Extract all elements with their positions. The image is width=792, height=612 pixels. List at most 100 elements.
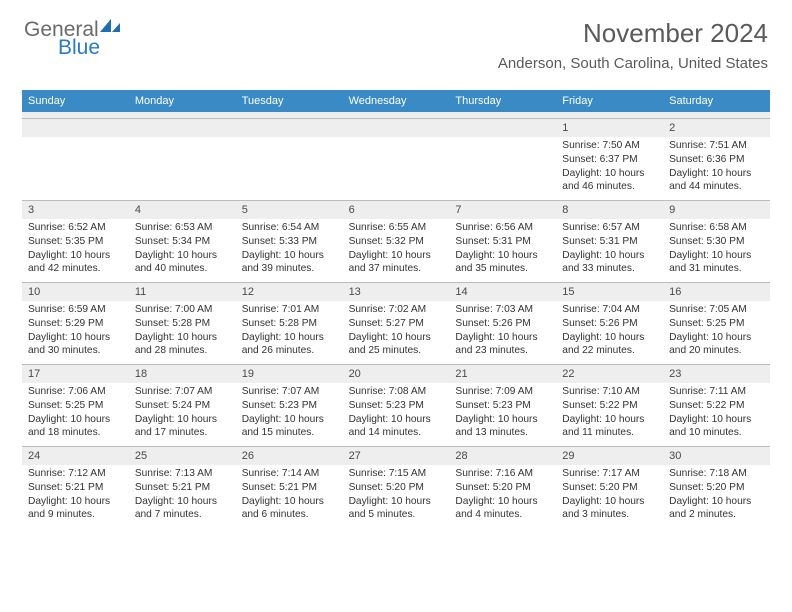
info-line: and 6 minutes. (242, 508, 337, 522)
calendar-cell: 17Sunrise: 7:06 AMSunset: 5:25 PMDayligh… (22, 364, 129, 446)
info-line: Sunrise: 7:17 AM (562, 467, 657, 481)
info-line: Daylight: 10 hours (242, 495, 337, 509)
calendar-cell: 4Sunrise: 6:53 AMSunset: 5:34 PMDaylight… (129, 200, 236, 282)
info-line: and 9 minutes. (28, 508, 123, 522)
day-info: Sunrise: 7:17 AMSunset: 5:20 PMDaylight:… (556, 465, 663, 526)
info-line: Sunset: 5:34 PM (135, 235, 230, 249)
info-line: Sunrise: 7:16 AM (455, 467, 550, 481)
info-line: Daylight: 10 hours (349, 495, 444, 509)
info-line: Sunset: 5:20 PM (349, 481, 444, 495)
info-line: and 15 minutes. (242, 426, 337, 440)
info-line: and 42 minutes. (28, 262, 123, 276)
info-line: and 22 minutes. (562, 344, 657, 358)
day-info: Sunrise: 7:03 AMSunset: 5:26 PMDaylight:… (449, 301, 556, 362)
info-line: and 20 minutes. (669, 344, 764, 358)
info-line: and 46 minutes. (562, 180, 657, 194)
info-line: Sunrise: 7:13 AM (135, 467, 230, 481)
info-line: Daylight: 10 hours (242, 249, 337, 263)
info-line: Daylight: 10 hours (135, 249, 230, 263)
calendar-cell: 13Sunrise: 7:02 AMSunset: 5:27 PMDayligh… (343, 282, 450, 364)
info-line: Sunrise: 7:12 AM (28, 467, 123, 481)
info-line: Sunrise: 7:51 AM (669, 139, 764, 153)
day-number: 5 (236, 201, 343, 219)
info-line: Sunset: 5:25 PM (669, 317, 764, 331)
day-info: Sunrise: 7:01 AMSunset: 5:28 PMDaylight:… (236, 301, 343, 362)
day-number: 21 (449, 365, 556, 383)
day-header: Wednesday (343, 90, 450, 112)
day-info: Sunrise: 7:05 AMSunset: 5:25 PMDaylight:… (663, 301, 770, 362)
calendar-cell: 3Sunrise: 6:52 AMSunset: 5:35 PMDaylight… (22, 200, 129, 282)
day-number-empty (22, 119, 129, 137)
day-info: Sunrise: 7:10 AMSunset: 5:22 PMDaylight:… (556, 383, 663, 444)
info-line: and 35 minutes. (455, 262, 550, 276)
day-number: 24 (22, 447, 129, 465)
info-line: Sunset: 5:33 PM (242, 235, 337, 249)
calendar-cell: 23Sunrise: 7:11 AMSunset: 5:22 PMDayligh… (663, 364, 770, 446)
info-line: Sunset: 5:27 PM (349, 317, 444, 331)
info-line: Sunset: 5:21 PM (135, 481, 230, 495)
calendar-cell: 6Sunrise: 6:55 AMSunset: 5:32 PMDaylight… (343, 200, 450, 282)
info-line: and 30 minutes. (28, 344, 123, 358)
info-line: Daylight: 10 hours (455, 331, 550, 345)
calendar-cell: 15Sunrise: 7:04 AMSunset: 5:26 PMDayligh… (556, 282, 663, 364)
day-info: Sunrise: 7:09 AMSunset: 5:23 PMDaylight:… (449, 383, 556, 444)
day-info: Sunrise: 7:07 AMSunset: 5:23 PMDaylight:… (236, 383, 343, 444)
day-info: Sunrise: 7:06 AMSunset: 5:25 PMDaylight:… (22, 383, 129, 444)
info-line: Sunrise: 7:01 AM (242, 303, 337, 317)
info-line: Sunrise: 7:02 AM (349, 303, 444, 317)
info-line: Sunrise: 6:59 AM (28, 303, 123, 317)
info-line: Sunrise: 7:14 AM (242, 467, 337, 481)
info-line: Daylight: 10 hours (135, 331, 230, 345)
info-line: Sunset: 5:22 PM (562, 399, 657, 413)
day-info: Sunrise: 6:52 AMSunset: 5:35 PMDaylight:… (22, 219, 129, 280)
calendar-cell: 7Sunrise: 6:56 AMSunset: 5:31 PMDaylight… (449, 200, 556, 282)
title-block: November 2024 Anderson, South Carolina, … (498, 18, 768, 72)
info-line: Daylight: 10 hours (562, 249, 657, 263)
day-info: Sunrise: 7:15 AMSunset: 5:20 PMDaylight:… (343, 465, 450, 526)
logo: GeneralBlue (24, 18, 122, 60)
info-line: Sunrise: 7:03 AM (455, 303, 550, 317)
info-line: Daylight: 10 hours (455, 413, 550, 427)
day-info: Sunrise: 7:18 AMSunset: 5:20 PMDaylight:… (663, 465, 770, 526)
info-line: Sunset: 5:26 PM (455, 317, 550, 331)
calendar-cell-empty (449, 118, 556, 200)
day-info: Sunrise: 7:11 AMSunset: 5:22 PMDaylight:… (663, 383, 770, 444)
day-info: Sunrise: 7:51 AMSunset: 6:36 PMDaylight:… (663, 137, 770, 198)
location-text: Anderson, South Carolina, United States (498, 55, 768, 72)
info-line: Sunrise: 7:10 AM (562, 385, 657, 399)
calendar-cell: 27Sunrise: 7:15 AMSunset: 5:20 PMDayligh… (343, 446, 450, 528)
info-line: and 5 minutes. (349, 508, 444, 522)
calendar-cell: 14Sunrise: 7:03 AMSunset: 5:26 PMDayligh… (449, 282, 556, 364)
info-line: and 4 minutes. (455, 508, 550, 522)
day-number: 12 (236, 283, 343, 301)
info-line: Daylight: 10 hours (28, 495, 123, 509)
info-line: Sunrise: 6:53 AM (135, 221, 230, 235)
day-info: Sunrise: 7:13 AMSunset: 5:21 PMDaylight:… (129, 465, 236, 526)
day-info: Sunrise: 6:57 AMSunset: 5:31 PMDaylight:… (556, 219, 663, 280)
day-header: Monday (129, 90, 236, 112)
info-line: Sunset: 5:24 PM (135, 399, 230, 413)
day-number: 29 (556, 447, 663, 465)
day-number: 17 (22, 365, 129, 383)
info-line: and 26 minutes. (242, 344, 337, 358)
day-info: Sunrise: 7:16 AMSunset: 5:20 PMDaylight:… (449, 465, 556, 526)
info-line: Sunrise: 6:56 AM (455, 221, 550, 235)
info-line: Daylight: 10 hours (455, 249, 550, 263)
info-line: Daylight: 10 hours (28, 413, 123, 427)
calendar-grid: SundayMondayTuesdayWednesdayThursdayFrid… (22, 90, 770, 528)
info-line: Sunset: 5:32 PM (349, 235, 444, 249)
calendar-cell: 2Sunrise: 7:51 AMSunset: 6:36 PMDaylight… (663, 118, 770, 200)
info-line: Sunrise: 6:52 AM (28, 221, 123, 235)
info-line: Daylight: 10 hours (669, 495, 764, 509)
day-number: 14 (449, 283, 556, 301)
info-line: Sunset: 5:20 PM (455, 481, 550, 495)
info-line: Sunrise: 6:55 AM (349, 221, 444, 235)
info-line: Daylight: 10 hours (562, 331, 657, 345)
day-info: Sunrise: 7:04 AMSunset: 5:26 PMDaylight:… (556, 301, 663, 362)
info-line: Daylight: 10 hours (28, 331, 123, 345)
day-number: 30 (663, 447, 770, 465)
info-line: Daylight: 10 hours (349, 249, 444, 263)
info-line: and 31 minutes. (669, 262, 764, 276)
day-header: Sunday (22, 90, 129, 112)
info-line: Daylight: 10 hours (135, 413, 230, 427)
